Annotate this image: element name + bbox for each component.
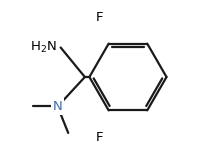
Text: F: F <box>95 11 103 24</box>
Text: N: N <box>53 100 62 113</box>
Text: $\mathrm{H_2N}$: $\mathrm{H_2N}$ <box>30 40 57 55</box>
Text: F: F <box>95 131 103 144</box>
